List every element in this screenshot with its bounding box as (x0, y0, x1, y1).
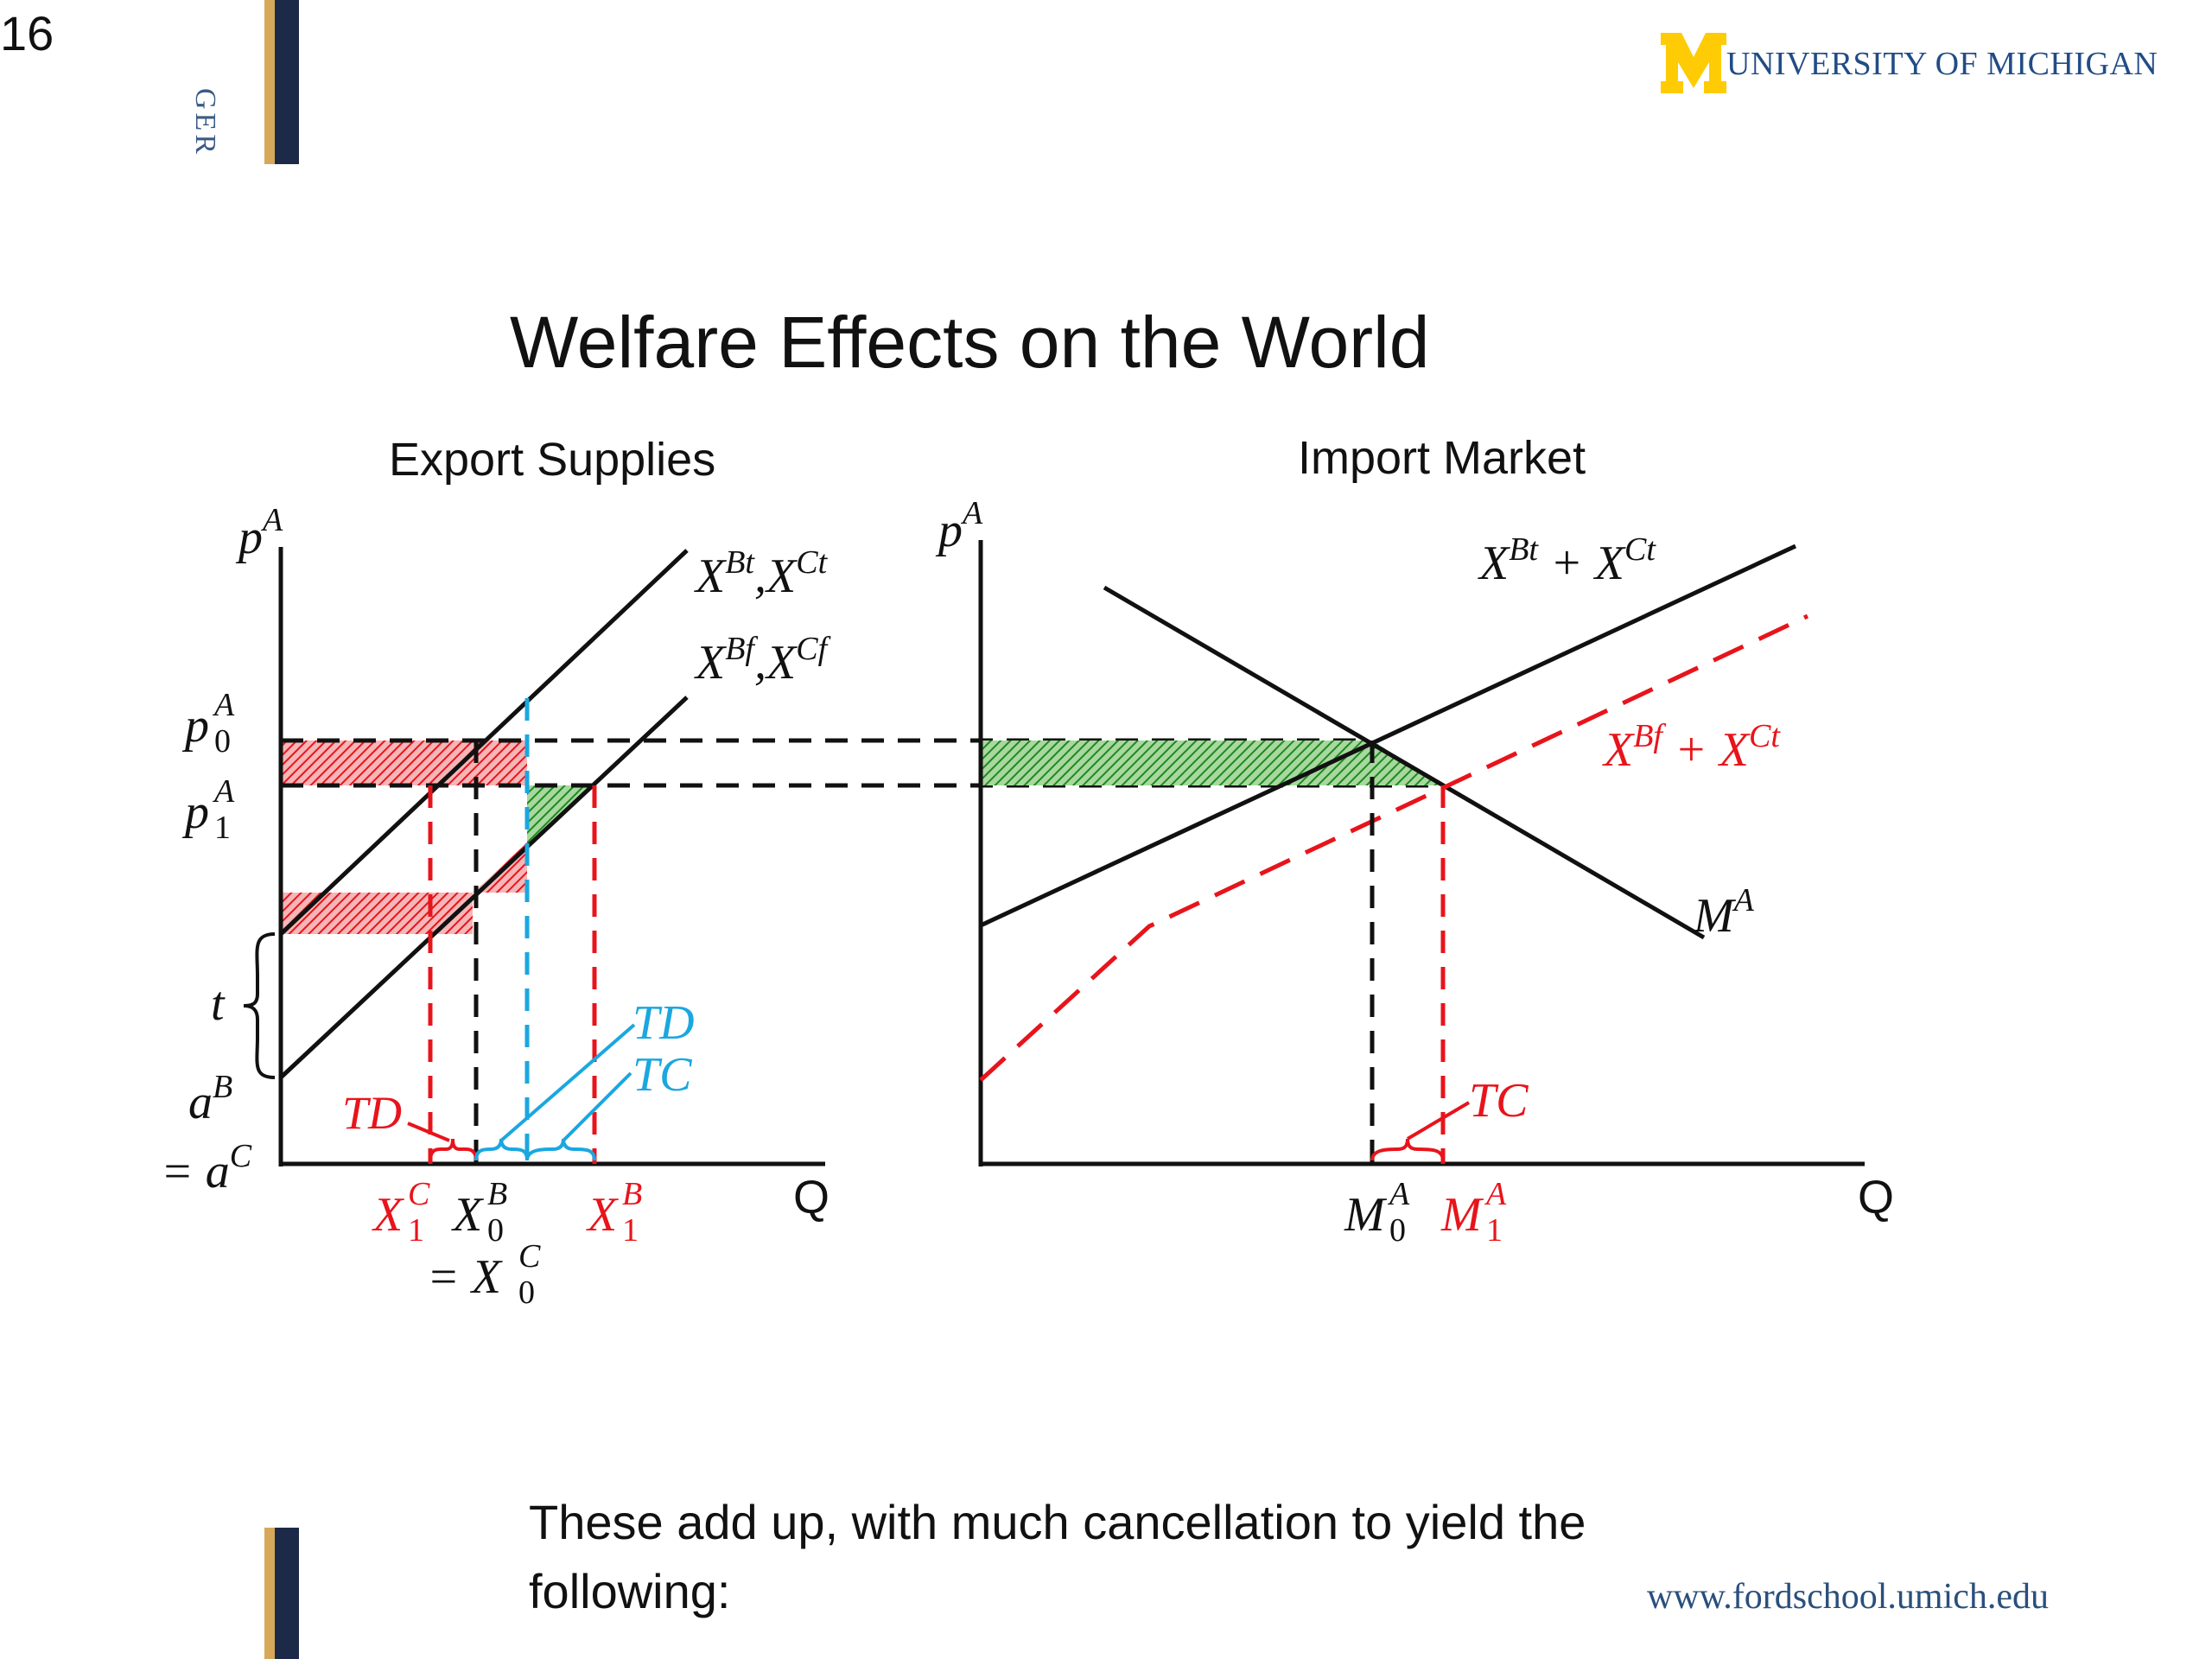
svg-text:0: 0 (487, 1212, 504, 1249)
red-area-top (281, 741, 527, 785)
svg-text:1: 1 (408, 1212, 424, 1249)
side-label: GER (189, 88, 221, 157)
svg-text:0: 0 (214, 723, 231, 760)
body-text: These add up, with much cancellation to … (529, 1495, 1586, 1618)
svg-text:p: p (181, 785, 209, 839)
td-blue-label: TD (632, 996, 695, 1050)
red-area-bottom (281, 893, 473, 934)
svg-text:B: B (622, 1176, 642, 1212)
label-supply-sum-tariff: XBt + XCt (1478, 531, 1656, 590)
top-accent-bar (264, 0, 299, 164)
ab-label: aB (188, 1069, 232, 1129)
td-red-leader (407, 1122, 450, 1142)
svg-text:X: X (451, 1188, 485, 1242)
svg-text:0: 0 (518, 1274, 535, 1311)
import-demand-line (1103, 585, 1706, 940)
label-supply-free: XBf,XCf (694, 631, 831, 690)
green-area-right (981, 741, 1443, 785)
svg-text:C: C (518, 1238, 541, 1274)
m1-tick-label: M A 1 (1440, 1176, 1507, 1249)
tc-red-brace (1370, 1138, 1445, 1161)
left-y-axis-label: pA (235, 502, 283, 564)
p0-label: p A 0 (181, 687, 235, 760)
svg-text:A: A (212, 773, 235, 810)
tc-blue-leader (562, 1071, 632, 1142)
svg-text:A: A (1387, 1176, 1410, 1212)
svg-text:A: A (212, 687, 235, 723)
svg-text:A: A (1484, 1176, 1507, 1212)
label-supply-sum-free: XBf + XCt (1602, 718, 1781, 777)
svg-text:M: M (1344, 1188, 1388, 1242)
slide-number: 16 (0, 6, 54, 60)
tc-blue-brace (525, 1138, 596, 1161)
bottom-accent-bar (264, 1528, 299, 1659)
footer-url[interactable]: www.fordschool.umich.edu (1647, 1577, 2050, 1617)
svg-text:B: B (487, 1176, 507, 1212)
svg-text:X: X (372, 1188, 405, 1242)
right-y-axis-label: pA (935, 495, 983, 557)
tc-red-label: TC (1469, 1074, 1529, 1128)
tc-red-leader (1406, 1101, 1471, 1141)
left-panel-heading: Export Supplies (389, 434, 715, 486)
m0-tick-label: M A 0 (1344, 1176, 1410, 1249)
t-label: t (211, 977, 226, 1031)
x1c-tick-label: X C 1 (372, 1176, 430, 1249)
right-x-axis-label: Q (1858, 1172, 1894, 1224)
page-title: Welfare Effects on the World (510, 302, 1430, 383)
left-x-axis-label: Q (793, 1172, 830, 1224)
red-area-wedge (473, 842, 527, 893)
tc-blue-label: TC (632, 1048, 692, 1102)
td-blue-leader (499, 1023, 636, 1142)
supply-tariff-line (979, 543, 1797, 928)
x0b-tick-label: X B 0 (451, 1176, 507, 1249)
svg-text:1: 1 (214, 810, 231, 846)
svg-text:1: 1 (1486, 1212, 1503, 1249)
p1-label: p A 1 (181, 773, 235, 846)
svg-text:0: 0 (1389, 1212, 1406, 1249)
label-import-demand: MA (1693, 882, 1755, 943)
x1b-tick-label: X B 1 (586, 1176, 642, 1249)
svg-text:p: p (181, 699, 209, 753)
t-brace (243, 932, 276, 1079)
td-blue-brace (474, 1138, 529, 1161)
right-panel-heading: Import Market (1298, 432, 1586, 484)
svg-text:M: M (1440, 1188, 1484, 1242)
svg-text:= X: = X (427, 1250, 504, 1304)
svg-text:C: C (408, 1176, 430, 1212)
td-red-brace (429, 1138, 478, 1161)
x0c-tick-label: = X C 0 (427, 1238, 541, 1311)
supply-curve-free (279, 696, 689, 1079)
logo-text: UNIVERSITY OF MICHIGAN (1726, 46, 2158, 82)
ac-label: = aC (161, 1138, 252, 1198)
svg-text:1: 1 (622, 1212, 639, 1249)
svg-text:X: X (586, 1188, 620, 1242)
label-supply-tariff: XBt,XCt (694, 544, 829, 603)
block-m-icon (1661, 33, 1726, 93)
supply-free-dashed (979, 613, 1809, 1082)
td-red-label: TD (342, 1087, 402, 1139)
